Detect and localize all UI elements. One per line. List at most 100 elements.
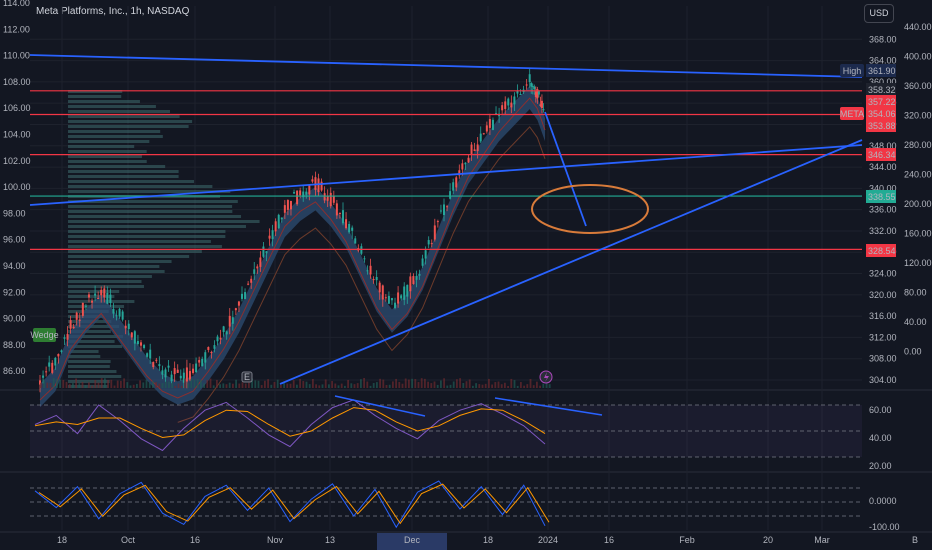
candle-body [403, 286, 405, 299]
candle-body [311, 179, 313, 181]
candle-body [247, 284, 249, 285]
candle-body [210, 352, 212, 353]
candle-body [158, 364, 160, 366]
left-axis-tick: 114.00 [3, 0, 30, 8]
candle-body [272, 230, 274, 239]
candle-body [290, 201, 292, 209]
price-tag: 357.22 [866, 95, 896, 108]
candle-body [213, 345, 215, 349]
volume-bar [440, 380, 442, 388]
volume-bar [382, 380, 384, 388]
left-axis-tick: 92.00 [3, 287, 26, 297]
x-axis-tick: 18 [57, 535, 67, 545]
x-axis-tick: B [912, 535, 918, 545]
far-right-axis-tick: 80.00 [904, 288, 927, 298]
x-axis-tick: Mar [814, 535, 830, 545]
candle-body [177, 370, 179, 373]
candle-body [275, 221, 277, 231]
volume-profile-bar [68, 215, 241, 218]
candle-body [330, 193, 332, 206]
right-axis-tick: 312.00 [869, 332, 897, 342]
volume-bar [363, 378, 365, 388]
volume-bar [418, 382, 420, 388]
volume-bar [107, 380, 109, 388]
far-right-axis-tick: 320.00 [904, 111, 932, 121]
volume-bar [82, 382, 84, 388]
left-axis-tick: 94.00 [3, 261, 26, 271]
volume-bar [482, 385, 484, 388]
candle-body [281, 218, 283, 220]
candle-body [88, 294, 90, 297]
candle-body [103, 288, 105, 297]
x-axis-tick: 18 [483, 535, 493, 545]
volume-bar [549, 384, 551, 388]
volume-bar [178, 383, 180, 388]
level-tag-value: 328.54 [868, 246, 896, 256]
volume-bar [152, 381, 154, 388]
volume-bar [395, 379, 397, 388]
candle-body [201, 359, 203, 366]
volume-bar [453, 381, 455, 388]
volume-bar [328, 384, 330, 388]
candle-body [235, 308, 237, 310]
candle-body [223, 326, 225, 332]
volume-bar [370, 386, 372, 388]
volume-bar [504, 383, 506, 388]
volume-bar [526, 384, 528, 388]
far-right-axis-tick: 360.00 [904, 81, 932, 91]
candle-body [67, 334, 69, 340]
volume-bar [286, 384, 288, 388]
candle-body [60, 350, 62, 352]
volume-bar [542, 384, 544, 388]
right-axis-tick: 304.00 [869, 375, 897, 385]
candle-body [259, 258, 261, 267]
candle-body [79, 320, 81, 321]
volume-bar [277, 380, 279, 388]
candle-body [409, 276, 411, 291]
volume-bar [536, 382, 538, 388]
volume-bar [181, 386, 183, 388]
candle-body [501, 105, 503, 110]
volume-bar [293, 380, 295, 388]
volume-bar [62, 380, 64, 388]
left-axis-tick: 90.00 [3, 314, 26, 324]
volume-bar [402, 384, 404, 388]
volume-bar [405, 379, 407, 388]
candle-body [397, 292, 399, 303]
volume-bar [53, 378, 55, 388]
volume-bar [139, 380, 141, 388]
volume-bar [434, 381, 436, 388]
volume-bar [456, 379, 458, 388]
volume-profile-bar [68, 210, 232, 213]
candle-body [336, 203, 338, 215]
volume-bar [539, 386, 541, 388]
volume-bar [338, 385, 340, 388]
volume-bar [274, 382, 276, 388]
volume-bar [427, 382, 429, 388]
high-tag-label: High [843, 66, 862, 76]
candle-body [284, 205, 286, 213]
earnings-e-icon-glyph: E [244, 372, 250, 382]
candle-body [526, 84, 528, 85]
candle-body [415, 276, 417, 280]
right-axis-tick: 344.00 [869, 162, 897, 172]
volume-bar [462, 383, 464, 388]
volume-bar [530, 379, 532, 388]
left-axis-tick: 112.00 [3, 24, 30, 34]
candle-body [137, 341, 139, 344]
volume-bar [98, 383, 100, 388]
candle-body [321, 182, 323, 191]
left-axis-tick: 108.00 [3, 77, 31, 87]
volume-profile-bar [68, 355, 100, 358]
volume-bar [376, 382, 378, 388]
candle-body [265, 251, 267, 253]
candle-body [513, 96, 515, 104]
volume-profile-bar [68, 120, 192, 123]
volume-profile-bar [68, 280, 141, 283]
volume-bar [40, 383, 42, 388]
volume-profile-bar [68, 375, 121, 378]
candle-body [54, 358, 56, 366]
candle-body [152, 362, 154, 367]
left-axis-tick: 102.00 [3, 156, 31, 166]
